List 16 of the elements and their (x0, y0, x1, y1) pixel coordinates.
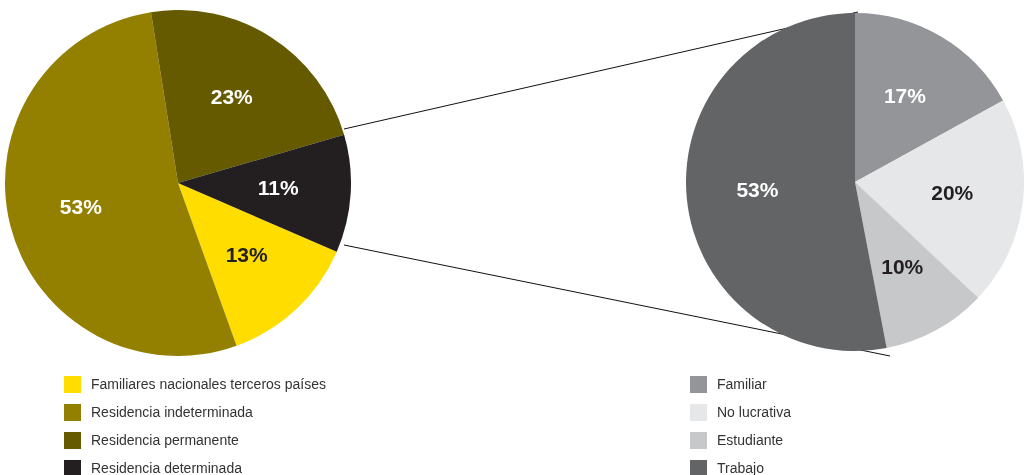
legend-label: Familiares nacionales terceros países (91, 376, 326, 392)
legend-label: Residencia permanente (91, 432, 239, 448)
data-label: 13% (225, 242, 269, 266)
data-label: 23% (210, 85, 254, 109)
legend-label: Residencia indeterminada (91, 404, 253, 420)
data-label: 53% (736, 178, 779, 202)
data-label: 10% (881, 254, 924, 278)
data-label: 53% (59, 194, 103, 218)
legend-label: Trabajo (717, 460, 764, 475)
data-label: 20% (931, 181, 974, 205)
legend-label: Residencia determinada (91, 460, 242, 475)
legend-label: Familiar (717, 376, 767, 392)
legend-label: Estudiante (717, 432, 784, 448)
data-label: 11% (257, 176, 299, 200)
data-label: 17% (883, 84, 927, 108)
legend-label: No lucrativa (717, 404, 791, 420)
